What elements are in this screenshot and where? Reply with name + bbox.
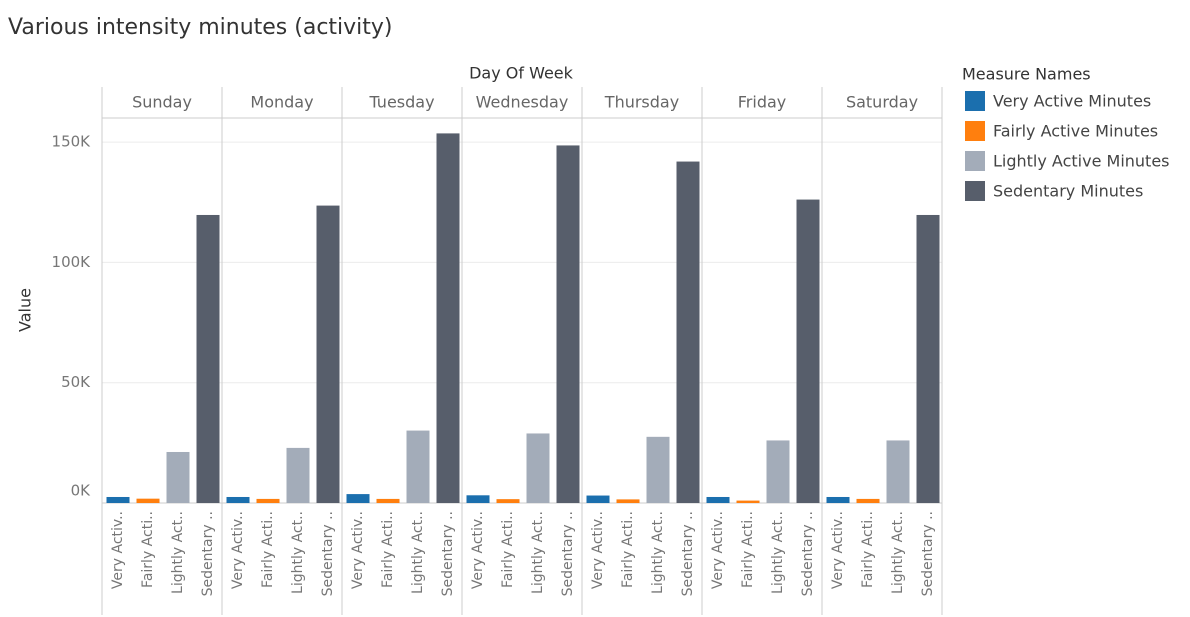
- x-tick-label: Very Activ..: [230, 511, 246, 589]
- bar: [436, 133, 460, 503]
- x-tick-label: Sedentary ..: [200, 511, 216, 596]
- legend-label: Lightly Active Minutes: [993, 152, 1170, 171]
- bar: [286, 447, 310, 503]
- bar: [346, 494, 370, 503]
- bar: [766, 440, 790, 503]
- bar: [796, 199, 820, 503]
- y-tick-label: 100K: [52, 253, 92, 271]
- bar: [646, 436, 670, 503]
- bar: [676, 161, 700, 503]
- x-tick-label: Lightly Act..: [650, 511, 666, 594]
- legend-label: Fairly Active Minutes: [993, 122, 1158, 141]
- x-tick-label: Very Activ..: [590, 511, 606, 589]
- x-tick-label: Sedentary ..: [800, 511, 816, 596]
- legend-swatch: [965, 91, 985, 111]
- column-header: Thursday: [604, 93, 679, 112]
- x-tick-label: Very Activ..: [710, 511, 726, 589]
- x-tick-label: Fairly Acti..: [740, 511, 756, 588]
- column-header: Friday: [738, 93, 787, 112]
- x-tick-label: Fairly Acti..: [860, 511, 876, 588]
- x-tick-label: Very Activ..: [830, 511, 846, 589]
- bar: [106, 496, 130, 503]
- bar: [856, 498, 880, 503]
- x-tick-label: Lightly Act..: [290, 511, 306, 594]
- bar: [226, 496, 250, 503]
- y-tick-label: 0K: [71, 482, 92, 500]
- x-tick-label: Fairly Acti..: [500, 511, 516, 588]
- bar: [586, 495, 610, 503]
- x-tick-label: Fairly Acti..: [140, 511, 156, 588]
- bar: [826, 496, 850, 503]
- bar: [196, 214, 220, 504]
- x-tick-label: Lightly Act..: [410, 511, 426, 594]
- legend-swatch: [965, 181, 985, 201]
- x-tick-label: Lightly Act..: [890, 511, 906, 594]
- bar: [466, 495, 490, 503]
- column-header: Wednesday: [476, 93, 569, 112]
- column-header: Tuesday: [368, 93, 434, 112]
- bar: [376, 498, 400, 503]
- x-tick-label: Sedentary ..: [560, 511, 576, 596]
- bar: [526, 433, 550, 503]
- bar: [166, 451, 190, 503]
- x-tick-label: Lightly Act..: [170, 511, 186, 594]
- x-tick-label: Sedentary ..: [920, 511, 936, 596]
- chart-title: Various intensity minutes (activity): [8, 15, 393, 40]
- x-tick-label: Lightly Act..: [770, 511, 786, 594]
- column-header-title: Day Of Week: [469, 64, 574, 83]
- bar: [616, 499, 640, 503]
- column-header: Monday: [250, 93, 313, 112]
- y-tick-label: 50K: [61, 373, 91, 391]
- column-header: Saturday: [846, 93, 918, 112]
- x-tick-label: Very Activ..: [350, 511, 366, 589]
- bar: [406, 430, 430, 503]
- legend-swatch: [965, 121, 985, 141]
- x-tick-label: Sedentary ..: [680, 511, 696, 596]
- legend-label: Very Active Minutes: [993, 92, 1151, 111]
- x-tick-label: Sedentary ..: [440, 511, 456, 596]
- bar: [736, 500, 760, 503]
- legend-title: Measure Names: [962, 65, 1091, 84]
- bar: [916, 214, 940, 504]
- x-tick-label: Very Activ..: [470, 511, 486, 589]
- column-header: Sunday: [132, 93, 192, 112]
- bar: [136, 498, 160, 503]
- bar: [496, 499, 520, 503]
- x-tick-label: Sedentary ..: [320, 511, 336, 596]
- bar: [706, 496, 730, 503]
- x-tick-label: Fairly Acti..: [380, 511, 396, 588]
- bar: [316, 205, 340, 503]
- x-tick-label: Fairly Acti..: [260, 511, 276, 588]
- legend-swatch: [965, 151, 985, 171]
- bar: [256, 498, 280, 503]
- x-tick-label: Very Activ..: [110, 511, 126, 589]
- y-tick-label: 150K: [52, 133, 92, 151]
- x-tick-label: Fairly Acti..: [620, 511, 636, 588]
- legend-label: Sedentary Minutes: [993, 182, 1143, 201]
- y-axis-label: Value: [16, 288, 35, 332]
- x-tick-label: Lightly Act..: [530, 511, 546, 594]
- bar: [886, 440, 910, 503]
- bar: [556, 145, 580, 503]
